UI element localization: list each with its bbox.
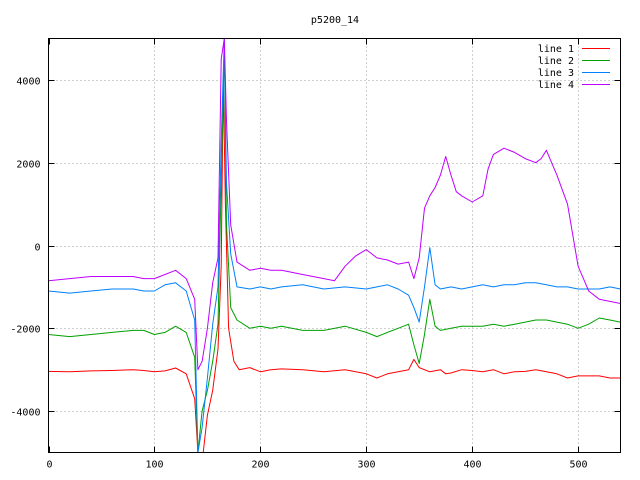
y-tick-label: 4000: [16, 77, 40, 88]
legend-label: line 1: [538, 44, 574, 55]
x-tick-label: 200: [251, 460, 269, 471]
x-tick-label: 400: [463, 460, 481, 471]
y-tick-label: -2000: [10, 325, 40, 336]
axis-ticks: 0 100 200 300 400 500 -4000 -2000 0 2000 4000: [10, 38, 621, 471]
legend-label: line 4: [538, 80, 574, 91]
legend-label: line 3: [538, 68, 574, 79]
y-tick-label: -4000: [10, 408, 40, 419]
series-1-line: [48, 79, 621, 453]
chart-title: p5200_14: [311, 15, 359, 26]
series-2-line: [48, 46, 621, 453]
series-3-line: [48, 38, 621, 453]
x-tick-label: 500: [569, 460, 587, 471]
x-tick-label: 300: [357, 460, 375, 471]
x-tick-label: 100: [145, 460, 163, 471]
y-tick-label: 0: [34, 243, 40, 254]
legend-label: line 2: [538, 56, 574, 67]
series-4-line: [48, 38, 621, 371]
grid-lines: [48, 38, 621, 453]
y-tick-label: 2000: [16, 160, 40, 171]
plot-frame: [48, 38, 621, 453]
x-tick-label: 0: [46, 460, 52, 471]
series-lines: [48, 38, 621, 453]
